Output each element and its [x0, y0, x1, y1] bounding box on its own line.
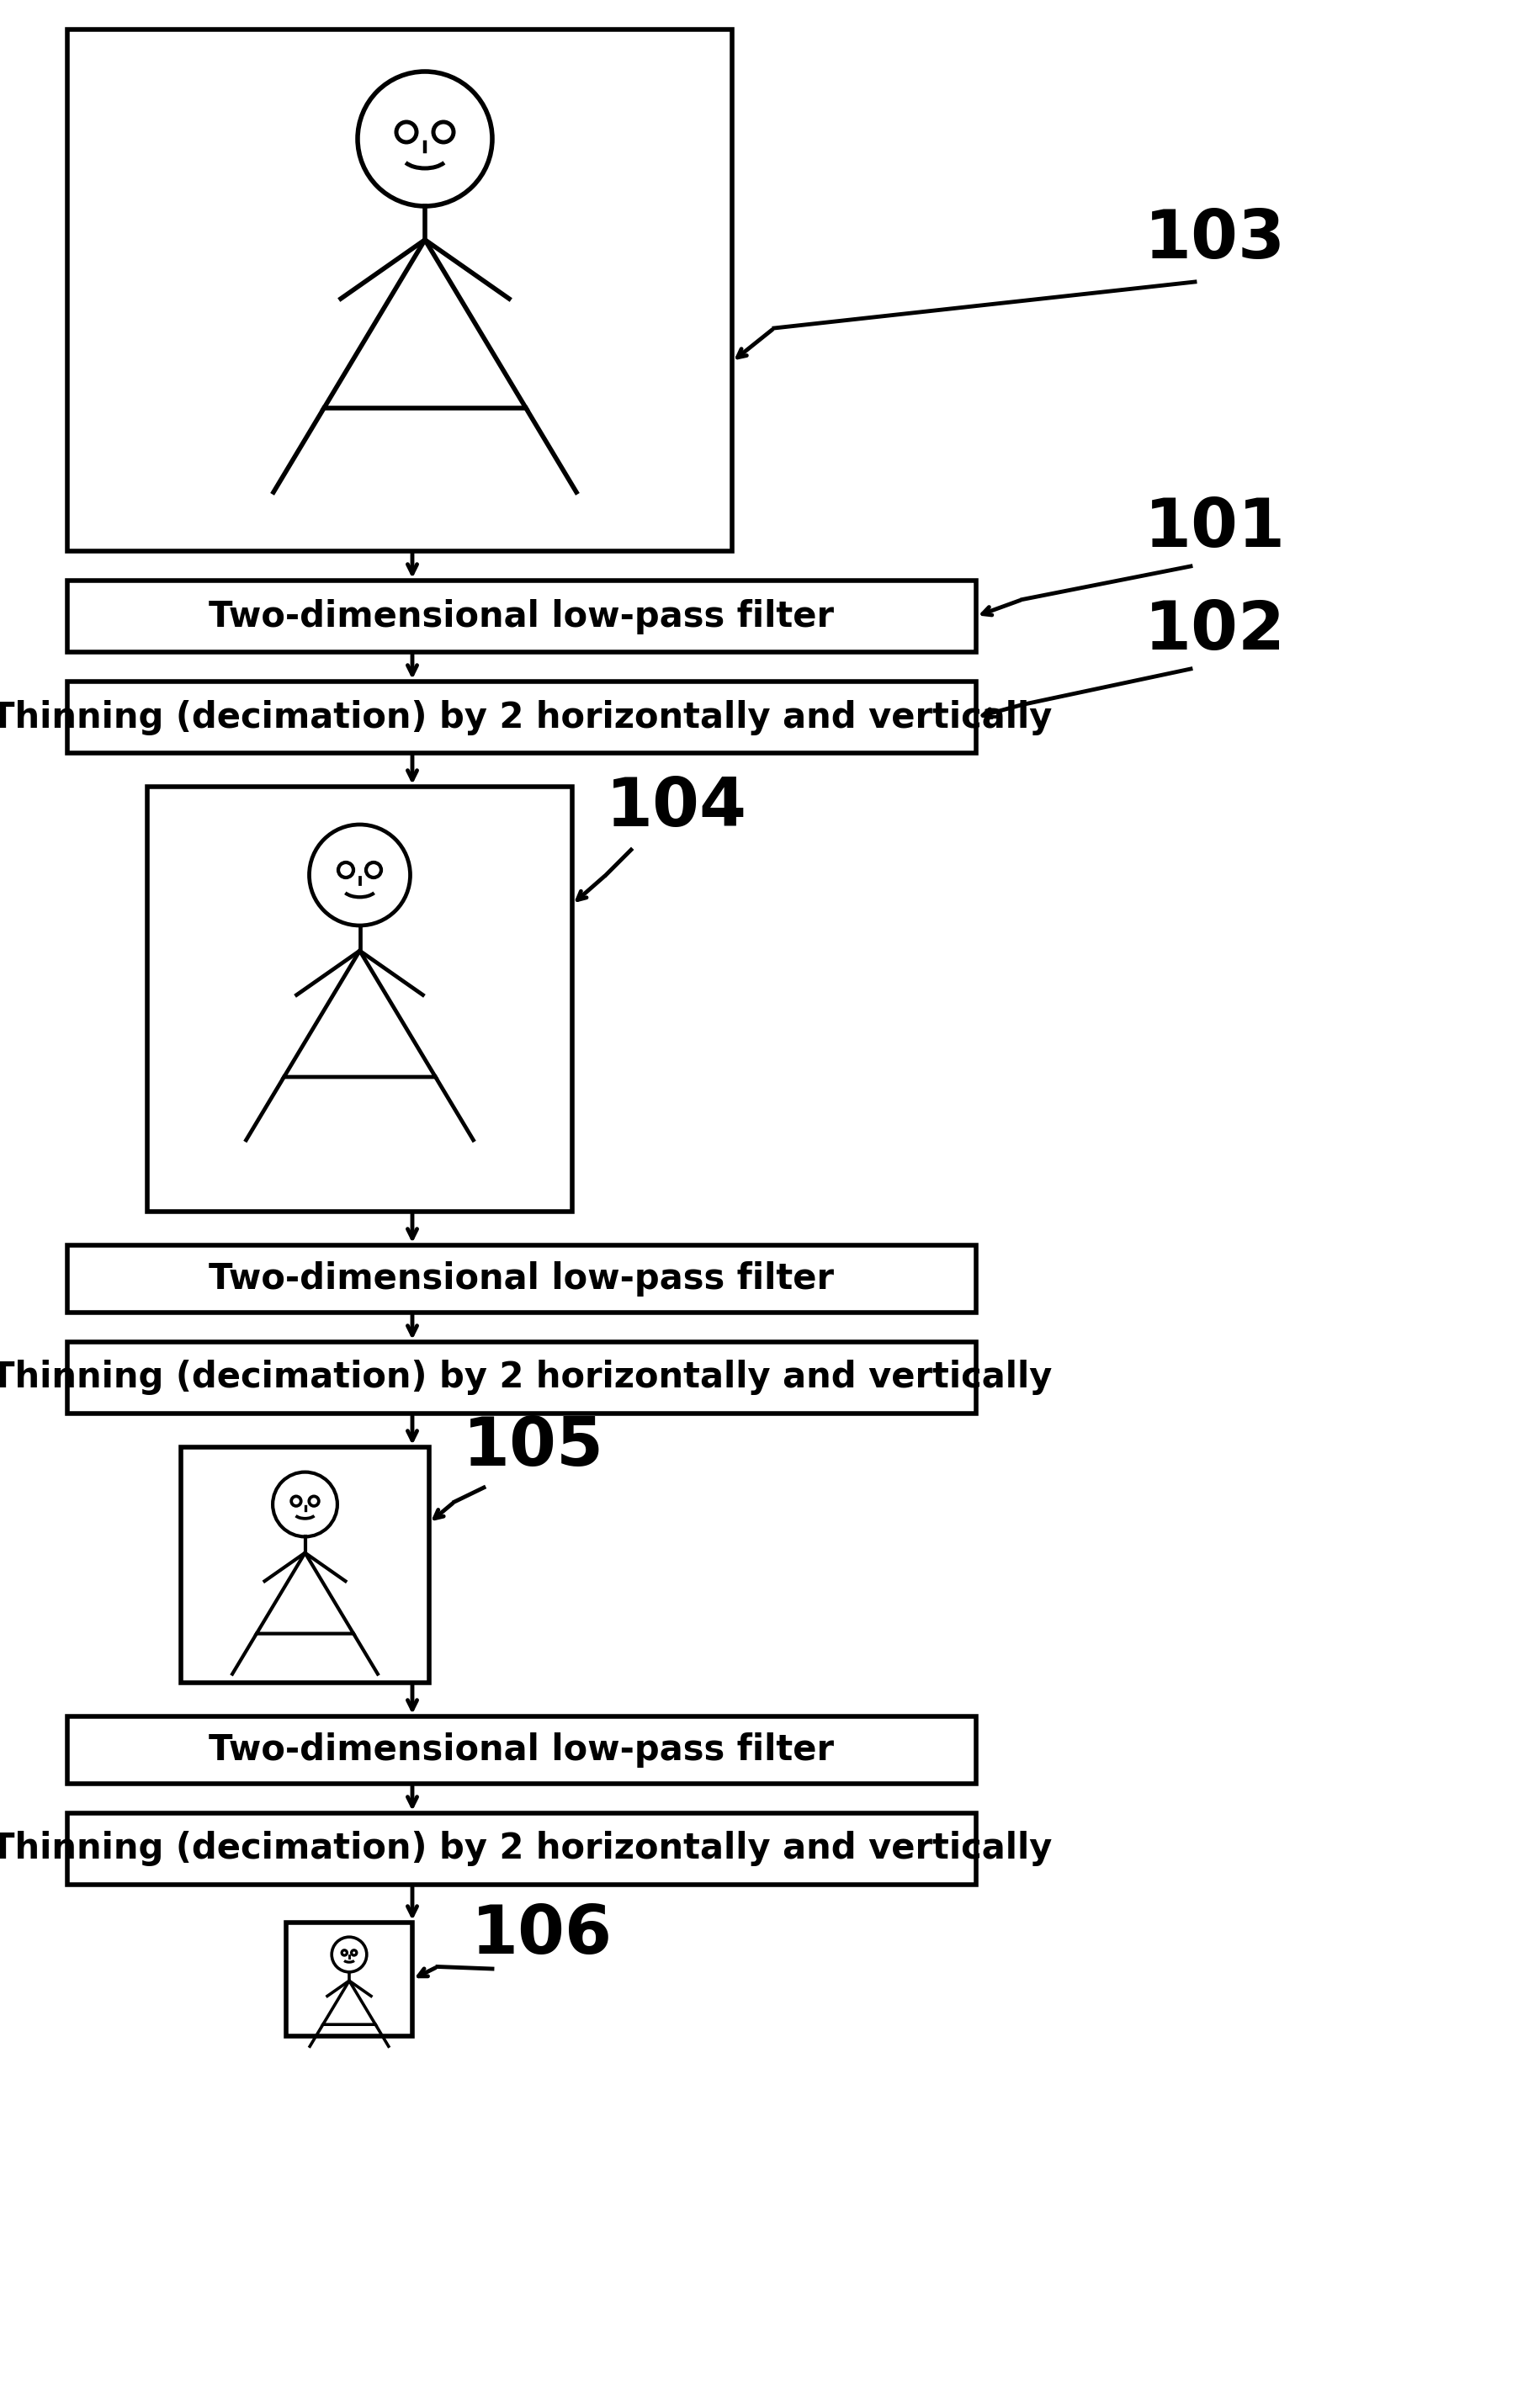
- Bar: [67, 1813, 976, 1885]
- Bar: [285, 1922, 413, 2037]
- Bar: [181, 1447, 430, 1683]
- Bar: [67, 1245, 976, 1312]
- Text: Two-dimensional low-pass filter: Two-dimensional low-pass filter: [209, 1262, 835, 1296]
- Text: Two-dimensional low-pass filter: Two-dimensional low-pass filter: [209, 1731, 835, 1767]
- Bar: [147, 787, 572, 1211]
- Text: 105: 105: [463, 1413, 604, 1481]
- Bar: [67, 580, 976, 653]
- Bar: [67, 1717, 976, 1784]
- Bar: [67, 29, 732, 551]
- Text: 103: 103: [1145, 207, 1286, 272]
- Text: 102: 102: [1145, 597, 1286, 665]
- Text: 106: 106: [471, 1902, 613, 1967]
- Text: 101: 101: [1145, 496, 1286, 561]
- Bar: [67, 681, 976, 754]
- Text: Thinning (decimation) by 2 horizontally and vertically: Thinning (decimation) by 2 horizontally …: [0, 701, 1052, 734]
- Bar: [67, 1341, 976, 1413]
- Text: Two-dimensional low-pass filter: Two-dimensional low-pass filter: [209, 600, 835, 633]
- Text: 104: 104: [606, 775, 747, 840]
- Text: Thinning (decimation) by 2 horizontally and vertically: Thinning (decimation) by 2 horizontally …: [0, 1830, 1052, 1866]
- Text: Thinning (decimation) by 2 horizontally and vertically: Thinning (decimation) by 2 horizontally …: [0, 1361, 1052, 1394]
